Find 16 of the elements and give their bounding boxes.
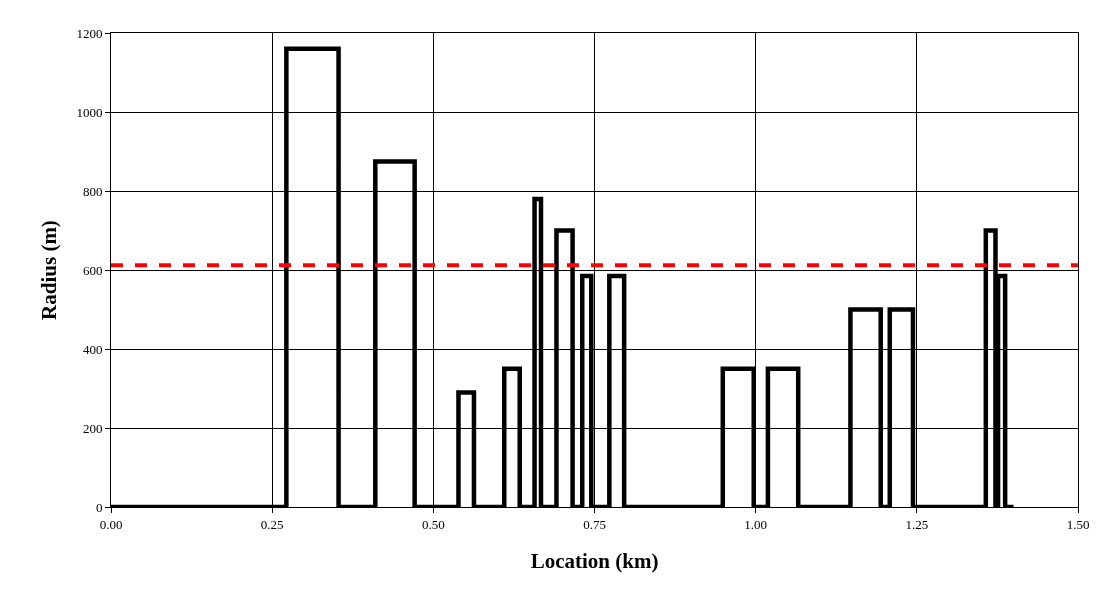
y-tick-label: 200 bbox=[82, 420, 103, 436]
y-tick-label: 0 bbox=[95, 499, 103, 515]
x-tick-label: 1.50 bbox=[1066, 516, 1090, 532]
x-tick-label: 0.00 bbox=[99, 516, 123, 532]
y-tick-label: 400 bbox=[82, 341, 103, 357]
x-axis-title: Location (km) bbox=[530, 548, 659, 573]
x-tick-label: 0.50 bbox=[421, 516, 445, 532]
x-tick-label: 0.25 bbox=[260, 516, 284, 532]
x-tick-label: 1.00 bbox=[744, 516, 768, 532]
x-tick-label: 1.25 bbox=[905, 516, 929, 532]
x-tick-label: 0.75 bbox=[583, 516, 606, 532]
y-tick-label: 800 bbox=[82, 183, 103, 199]
y-tick-label: 1200 bbox=[76, 25, 103, 41]
y-tick-label: 1000 bbox=[76, 104, 103, 120]
y-tick-label: 600 bbox=[82, 262, 103, 278]
y-axis-title: Radius (m) bbox=[36, 220, 61, 320]
